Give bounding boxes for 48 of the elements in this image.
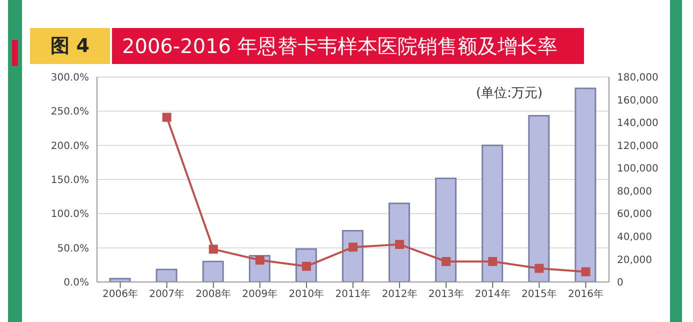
bar [528,114,550,282]
y-tick-label: 300.0% [50,72,89,84]
y-tick-label: 50.0% [57,243,89,254]
y2-tick-label: 180,000 [617,72,658,84]
y2-tick-label: 100,000 [617,164,658,175]
x-tick-label: 2009年 [242,288,278,300]
y2-tick-label: 160,000 [617,95,658,106]
point [534,264,544,273]
x-tick-label: 2014年 [474,288,510,300]
point [395,240,404,249]
bar [202,260,224,282]
x-tick-label: 2008年 [196,288,232,300]
y-tick-label: 200.0% [50,140,89,152]
bar [156,268,178,282]
point [162,112,172,122]
x-tick-label: 2010年 [288,288,324,300]
x-tick-label: 2007年 [149,288,185,300]
y2-tick-label: 80,000 [617,186,652,198]
point [581,267,590,276]
x-tick-label: 2012年 [382,288,418,300]
chart-title: 2006-2016 年恩替卡韦样本医院销售额及增长率 [112,28,584,64]
y2-tick-label: 0 [617,278,624,289]
y-tick-label: 250.0% [50,106,89,118]
point [208,244,218,254]
point [348,242,358,252]
x-tick-label: 2011年 [335,288,371,300]
y2-tick-label: 40,000 [617,232,652,243]
x-tick-label: 2016年 [568,288,604,300]
point [442,257,451,266]
bar [388,202,410,282]
y2-tick-label: 60,000 [617,209,652,220]
y2-tick-label: 140,000 [617,118,658,130]
x-tick-label: 2013年 [428,288,464,300]
bar [574,88,596,282]
annotation: (单位:万元) [476,85,543,102]
x-tick-label: 2015年 [521,288,557,300]
bar [342,230,364,282]
y-tick-label: 100.0% [50,209,89,220]
bar [482,144,504,282]
point [488,257,498,266]
y-tick-label: 0.0% [64,278,89,289]
y-tick-label: 150.0% [50,175,89,186]
y2-tick-label: 20,000 [617,254,652,266]
point [255,256,264,265]
y2-tick-label: 120,000 [617,140,658,152]
bar [435,178,457,282]
x-tick-label: 2006年 [102,288,138,300]
chart-subtitle: 图 4 [30,28,110,64]
